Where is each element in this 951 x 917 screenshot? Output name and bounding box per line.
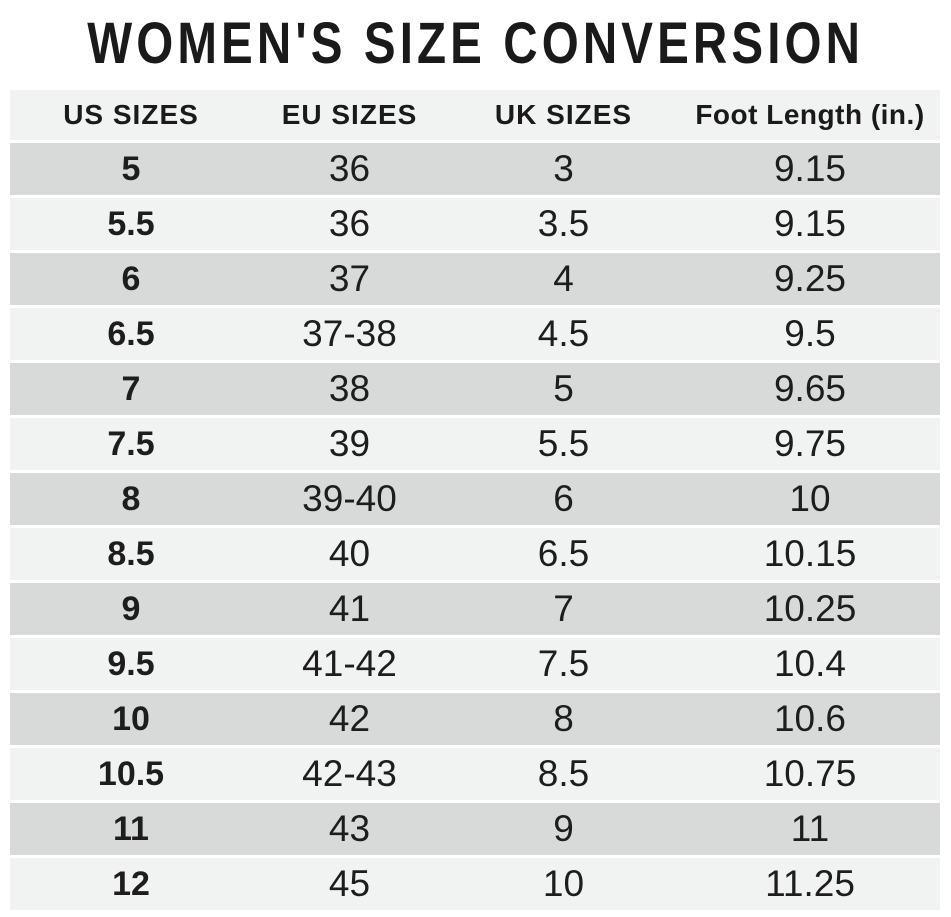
eu-size-cell: 43: [252, 803, 447, 855]
page-title: WOMEN'S SIZE CONVERSION: [87, 11, 864, 76]
foot-length-cell: 9.25: [680, 253, 940, 305]
us-size-cell: 5.5: [10, 198, 252, 250]
eu-size-cell: 41-42: [252, 638, 447, 690]
table-row: 7 38 5 9.65: [10, 363, 940, 415]
eu-size-cell: 41: [252, 583, 447, 635]
uk-size-cell: 7.5: [447, 638, 680, 690]
uk-size-cell: 6: [447, 473, 680, 525]
column-header-foot-length: Foot Length (in.): [680, 90, 940, 140]
uk-size-cell: 7: [447, 583, 680, 635]
foot-length-cell: 10.4: [680, 638, 940, 690]
us-size-cell: 11: [10, 803, 252, 855]
us-size-cell: 7: [10, 363, 252, 415]
us-size-cell: 7.5: [10, 418, 252, 470]
us-size-cell: 8: [10, 473, 252, 525]
us-size-cell: 5: [10, 143, 252, 195]
us-size-cell: 6.5: [10, 308, 252, 360]
foot-length-cell: 9.15: [680, 143, 940, 195]
uk-size-cell: 6.5: [447, 528, 680, 580]
eu-size-cell: 40: [252, 528, 447, 580]
uk-size-cell: 8.5: [447, 748, 680, 800]
eu-size-cell: 42-43: [252, 748, 447, 800]
uk-size-cell: 4: [447, 253, 680, 305]
foot-length-cell: 9.75: [680, 418, 940, 470]
us-size-cell: 12: [10, 858, 252, 910]
eu-size-cell: 37-38: [252, 308, 447, 360]
column-header-eu-sizes: EU SIZES: [252, 90, 447, 140]
foot-length-cell: 11.25: [680, 858, 940, 910]
table-row: 12 45 10 11.25: [10, 858, 940, 910]
eu-size-cell: 45: [252, 858, 447, 910]
table-row: 7.5 39 5.5 9.75: [10, 418, 940, 470]
foot-length-cell: 9.5: [680, 308, 940, 360]
uk-size-cell: 10: [447, 858, 680, 910]
uk-size-cell: 9: [447, 803, 680, 855]
us-size-cell: 6: [10, 253, 252, 305]
uk-size-cell: 5.5: [447, 418, 680, 470]
table-row: 6.5 37-38 4.5 9.5: [10, 308, 940, 360]
column-header-uk-sizes: UK SIZES: [447, 90, 680, 140]
table-row: 8.5 40 6.5 10.15: [10, 528, 940, 580]
us-size-cell: 10: [10, 693, 252, 745]
foot-length-cell: 10.25: [680, 583, 940, 635]
table-row: 10 42 8 10.6: [10, 693, 940, 745]
table-body: 5 36 3 9.15 5.5 36 3.5 9.15 6 37 4 9.25 6.5 37-38 4.5 9…: [10, 143, 940, 910]
eu-size-cell: 39: [252, 418, 447, 470]
eu-size-cell: 36: [252, 143, 447, 195]
us-size-cell: 9: [10, 583, 252, 635]
table-row: 8 39-40 6 10: [10, 473, 940, 525]
foot-length-cell: 10.15: [680, 528, 940, 580]
uk-size-cell: 3: [447, 143, 680, 195]
foot-length-cell: 10: [680, 473, 940, 525]
foot-length-cell: 11: [680, 803, 940, 855]
table-row: 5.5 36 3.5 9.15: [10, 198, 940, 250]
eu-size-cell: 39-40: [252, 473, 447, 525]
foot-length-cell: 10.75: [680, 748, 940, 800]
foot-length-cell: 9.15: [680, 198, 940, 250]
uk-size-cell: 3.5: [447, 198, 680, 250]
eu-size-cell: 42: [252, 693, 447, 745]
us-size-cell: 8.5: [10, 528, 252, 580]
table-row: 9 41 7 10.25: [10, 583, 940, 635]
eu-size-cell: 36: [252, 198, 447, 250]
uk-size-cell: 5: [447, 363, 680, 415]
foot-length-cell: 9.65: [680, 363, 940, 415]
table-row: 10.5 42-43 8.5 10.75: [10, 748, 940, 800]
uk-size-cell: 4.5: [447, 308, 680, 360]
table-header-row: US SIZES EU SIZES UK SIZES Foot Length (…: [10, 90, 940, 140]
table-row: 5 36 3 9.15: [10, 143, 940, 195]
eu-size-cell: 38: [252, 363, 447, 415]
table-row: 9.5 41-42 7.5 10.4: [10, 638, 940, 690]
us-size-cell: 9.5: [10, 638, 252, 690]
us-size-cell: 10.5: [10, 748, 252, 800]
size-conversion-table: US SIZES EU SIZES UK SIZES Foot Length (…: [10, 87, 940, 913]
column-header-us-sizes: US SIZES: [10, 90, 252, 140]
eu-size-cell: 37: [252, 253, 447, 305]
table-row: 11 43 9 11: [10, 803, 940, 855]
table-row: 6 37 4 9.25: [10, 253, 940, 305]
foot-length-cell: 10.6: [680, 693, 940, 745]
uk-size-cell: 8: [447, 693, 680, 745]
page-title-container: WOMEN'S SIZE CONVERSION: [0, 0, 951, 87]
